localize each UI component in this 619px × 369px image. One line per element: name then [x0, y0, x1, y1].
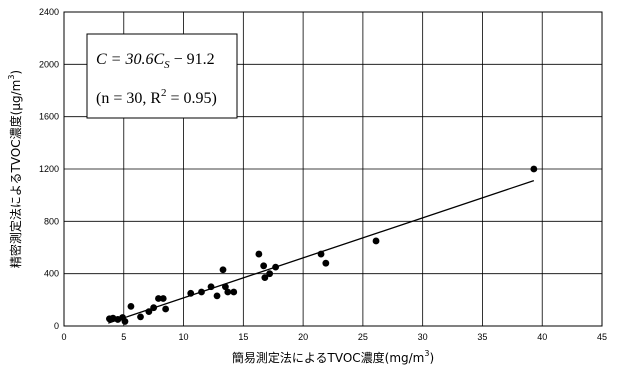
data-point	[155, 295, 162, 302]
x-tick-label: 25	[358, 332, 368, 342]
data-point	[222, 283, 229, 291]
data-point	[255, 250, 263, 258]
equation-line-1: C = 30.6CS − 91.2	[96, 51, 215, 71]
y-tick-label: 2400	[39, 7, 59, 17]
y-axis-title: 精密測定法によるTVOC濃度(μg/m3)	[7, 70, 23, 268]
x-tick-label: 30	[418, 332, 428, 342]
y-tick-labels: 0 400 800 1200 1600 2000 2400	[39, 7, 59, 331]
x-tick-label: 5	[121, 332, 126, 342]
x-tick-label: 0	[61, 332, 66, 342]
data-point	[159, 295, 167, 302]
y-tick-label: 1200	[39, 164, 59, 174]
data-point	[187, 289, 195, 297]
data-point	[213, 292, 221, 300]
equation-box: C = 30.6CS − 91.2 (n = 30, R2 = 0.95)	[86, 33, 238, 119]
data-point	[261, 274, 269, 281]
data-point	[162, 305, 170, 313]
data-point	[317, 250, 325, 258]
data-point	[230, 288, 238, 296]
y-tick-label: 2000	[39, 59, 59, 69]
y-tick-label: 1600	[39, 112, 59, 122]
data-points	[106, 165, 538, 325]
x-tick-labels: 0 5 10 15 20 25 30 35 40 45	[61, 332, 607, 342]
x-tick-label: 35	[477, 332, 487, 342]
y-tick-label: 0	[54, 321, 59, 331]
data-point	[219, 266, 227, 274]
x-tick-label: 10	[179, 332, 189, 342]
data-point	[272, 263, 280, 271]
data-point	[260, 262, 268, 270]
x-axis-title: 簡易測定法によるTVOC濃度(mg/m3)	[232, 349, 434, 365]
x-tick-label: 15	[238, 332, 248, 342]
data-point	[198, 288, 205, 296]
equation-line-2: (n = 30, R2 = 0.95)	[96, 87, 217, 107]
data-point	[207, 283, 215, 291]
x-tick-label: 45	[597, 332, 607, 342]
data-point	[530, 165, 538, 173]
y-tick-label: 800	[44, 216, 59, 226]
y-tick-label: 400	[44, 269, 59, 279]
data-point	[266, 270, 274, 278]
x-tick-label: 20	[298, 332, 308, 342]
data-point	[372, 237, 380, 245]
x-tick-label: 40	[537, 332, 547, 342]
data-point	[150, 304, 158, 312]
data-point	[322, 259, 330, 267]
data-point	[121, 318, 129, 325]
data-point	[127, 302, 135, 310]
data-point	[224, 288, 232, 296]
data-point	[145, 308, 153, 316]
data-point	[137, 313, 144, 321]
